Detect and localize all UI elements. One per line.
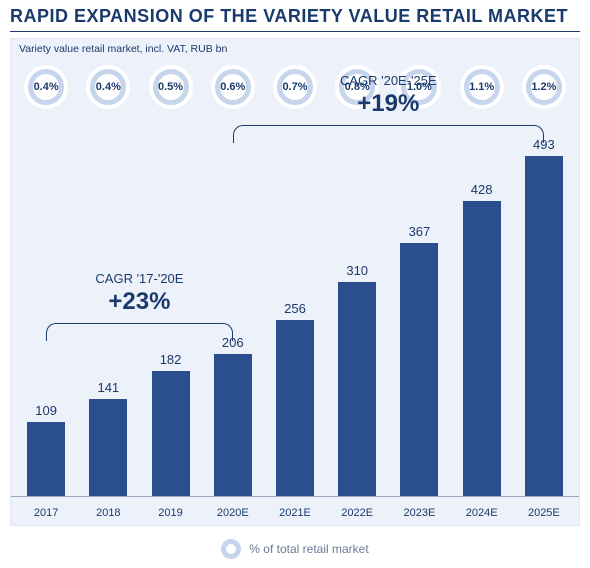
bar: [338, 282, 376, 497]
bar-column: 428: [460, 182, 504, 497]
bar-value-label: 493: [533, 137, 555, 152]
bar-column: 493: [522, 137, 566, 497]
legend: % of total retail market: [0, 539, 590, 564]
bar: [400, 243, 438, 497]
bar-value-label: 310: [346, 263, 368, 278]
bar-column: 141: [86, 380, 130, 497]
bar-value-label: 206: [222, 335, 244, 350]
percent-badge: 0.4%: [24, 65, 68, 109]
bar-column: 206: [211, 335, 255, 497]
plot-area: CAGR '17-'20E +23% CAGR '20E-'25E +19% 1…: [11, 119, 579, 497]
bar-column: 367: [397, 224, 441, 497]
percent-badge-value: 1.1%: [469, 81, 494, 93]
bar-value-label: 256: [284, 301, 306, 316]
x-axis-label: 2018: [86, 507, 130, 519]
bar: [463, 201, 501, 497]
x-axis-label: 2017: [24, 507, 68, 519]
percent-badge-value: 0.6%: [220, 81, 245, 93]
title-divider: [10, 31, 580, 32]
x-axis-label: 2023E: [397, 507, 441, 519]
percent-badge-value: 0.4%: [96, 81, 121, 93]
bars-container: 109 141 182 206 256 310 367 428 493: [11, 119, 579, 497]
bar-column: 310: [335, 263, 379, 497]
x-axis-label: 2022E: [335, 507, 379, 519]
x-axis: 2017 2018 2019 2020E 2021E 2022E 2023E 2024E 202…: [11, 507, 579, 519]
bar-value-label: 428: [471, 182, 493, 197]
percent-badge: 1.2%: [522, 65, 566, 109]
legend-ring-icon: [221, 539, 241, 559]
bar-column: 109: [24, 403, 68, 497]
percent-badge-value: 1.2%: [531, 81, 556, 93]
bar-column: 182: [149, 352, 193, 497]
x-axis-label: 2021E: [273, 507, 317, 519]
percent-badge-value: 0.8%: [345, 81, 370, 93]
percent-badge: 0.5%: [149, 65, 193, 109]
bar: [214, 354, 252, 497]
percent-badge: 1.1%: [460, 65, 504, 109]
bar: [152, 371, 190, 497]
percent-badge: 0.8%: [335, 65, 379, 109]
percent-badge: 0.4%: [86, 65, 130, 109]
percent-badge-value: 0.5%: [158, 81, 183, 93]
bar: [276, 320, 314, 497]
chart-subtitle: Variety value retail market, incl. VAT, …: [19, 43, 227, 55]
x-baseline: [11, 496, 579, 497]
bar-value-label: 182: [160, 352, 182, 367]
bar-value-label: 367: [409, 224, 431, 239]
x-axis-label: 2025E: [522, 507, 566, 519]
percent-badge-value: 1.0%: [407, 81, 432, 93]
bar: [89, 399, 127, 497]
percent-badge: 0.6%: [211, 65, 255, 109]
percent-badge-value: 0.4%: [34, 81, 59, 93]
bar: [525, 156, 563, 497]
chart-root: RAPID EXPANSION OF THE VARIETY VALUE RET…: [0, 0, 590, 568]
legend-label: % of total retail market: [249, 542, 368, 556]
bar-column: 256: [273, 301, 317, 497]
x-axis-label: 2024E: [460, 507, 504, 519]
percent-badge-value: 0.7%: [282, 81, 307, 93]
x-axis-label: 2019: [149, 507, 193, 519]
bar-value-label: 109: [35, 403, 57, 418]
percent-badge: 0.7%: [273, 65, 317, 109]
percent-badge: 1.0%: [397, 65, 441, 109]
page-title: RAPID EXPANSION OF THE VARIETY VALUE RET…: [0, 0, 590, 31]
bar-value-label: 141: [97, 380, 119, 395]
bar: [27, 422, 65, 497]
badge-row: 0.4% 0.4% 0.5% 0.6% 0.7% 0.8% 1.0% 1.1% 1.2%: [11, 61, 579, 113]
chart-area: Variety value retail market, incl. VAT, …: [10, 38, 580, 526]
x-axis-label: 2020E: [211, 507, 255, 519]
